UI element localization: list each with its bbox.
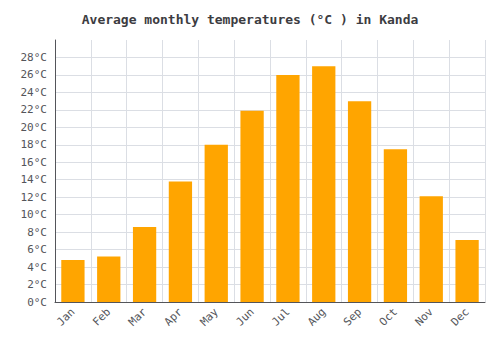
- svg-text:14°C: 14°C: [21, 173, 48, 186]
- svg-text:18°C: 18°C: [21, 138, 48, 151]
- svg-text:Average monthly temperatures (: Average monthly temperatures (°C ) in Ka…: [82, 12, 419, 27]
- svg-text:28°C: 28°C: [21, 51, 48, 64]
- svg-text:Oct: Oct: [377, 305, 400, 328]
- svg-text:May: May: [198, 305, 221, 328]
- svg-text:6°C: 6°C: [27, 243, 47, 256]
- svg-text:Aug: Aug: [305, 305, 328, 328]
- svg-text:2°C: 2°C: [27, 278, 47, 291]
- svg-text:0°C: 0°C: [27, 296, 47, 309]
- svg-text:16°C: 16°C: [21, 156, 48, 169]
- svg-text:Jan: Jan: [54, 305, 77, 328]
- svg-text:26°C: 26°C: [21, 68, 48, 81]
- svg-text:10°C: 10°C: [21, 208, 48, 221]
- svg-text:22°C: 22°C: [21, 103, 48, 116]
- svg-text:Dec: Dec: [448, 305, 471, 328]
- svg-text:Apr: Apr: [162, 305, 185, 328]
- svg-text:8°C: 8°C: [27, 226, 47, 239]
- svg-text:Sep: Sep: [341, 305, 364, 328]
- svg-text:4°C: 4°C: [27, 261, 47, 274]
- svg-text:12°C: 12°C: [21, 191, 48, 204]
- svg-text:Feb: Feb: [90, 305, 113, 328]
- svg-text:20°C: 20°C: [21, 121, 48, 134]
- svg-text:24°C: 24°C: [21, 86, 48, 99]
- svg-text:Jul: Jul: [269, 305, 292, 328]
- svg-text:Nov: Nov: [413, 305, 436, 328]
- svg-text:Jun: Jun: [233, 305, 256, 328]
- svg-text:Mar: Mar: [126, 305, 149, 328]
